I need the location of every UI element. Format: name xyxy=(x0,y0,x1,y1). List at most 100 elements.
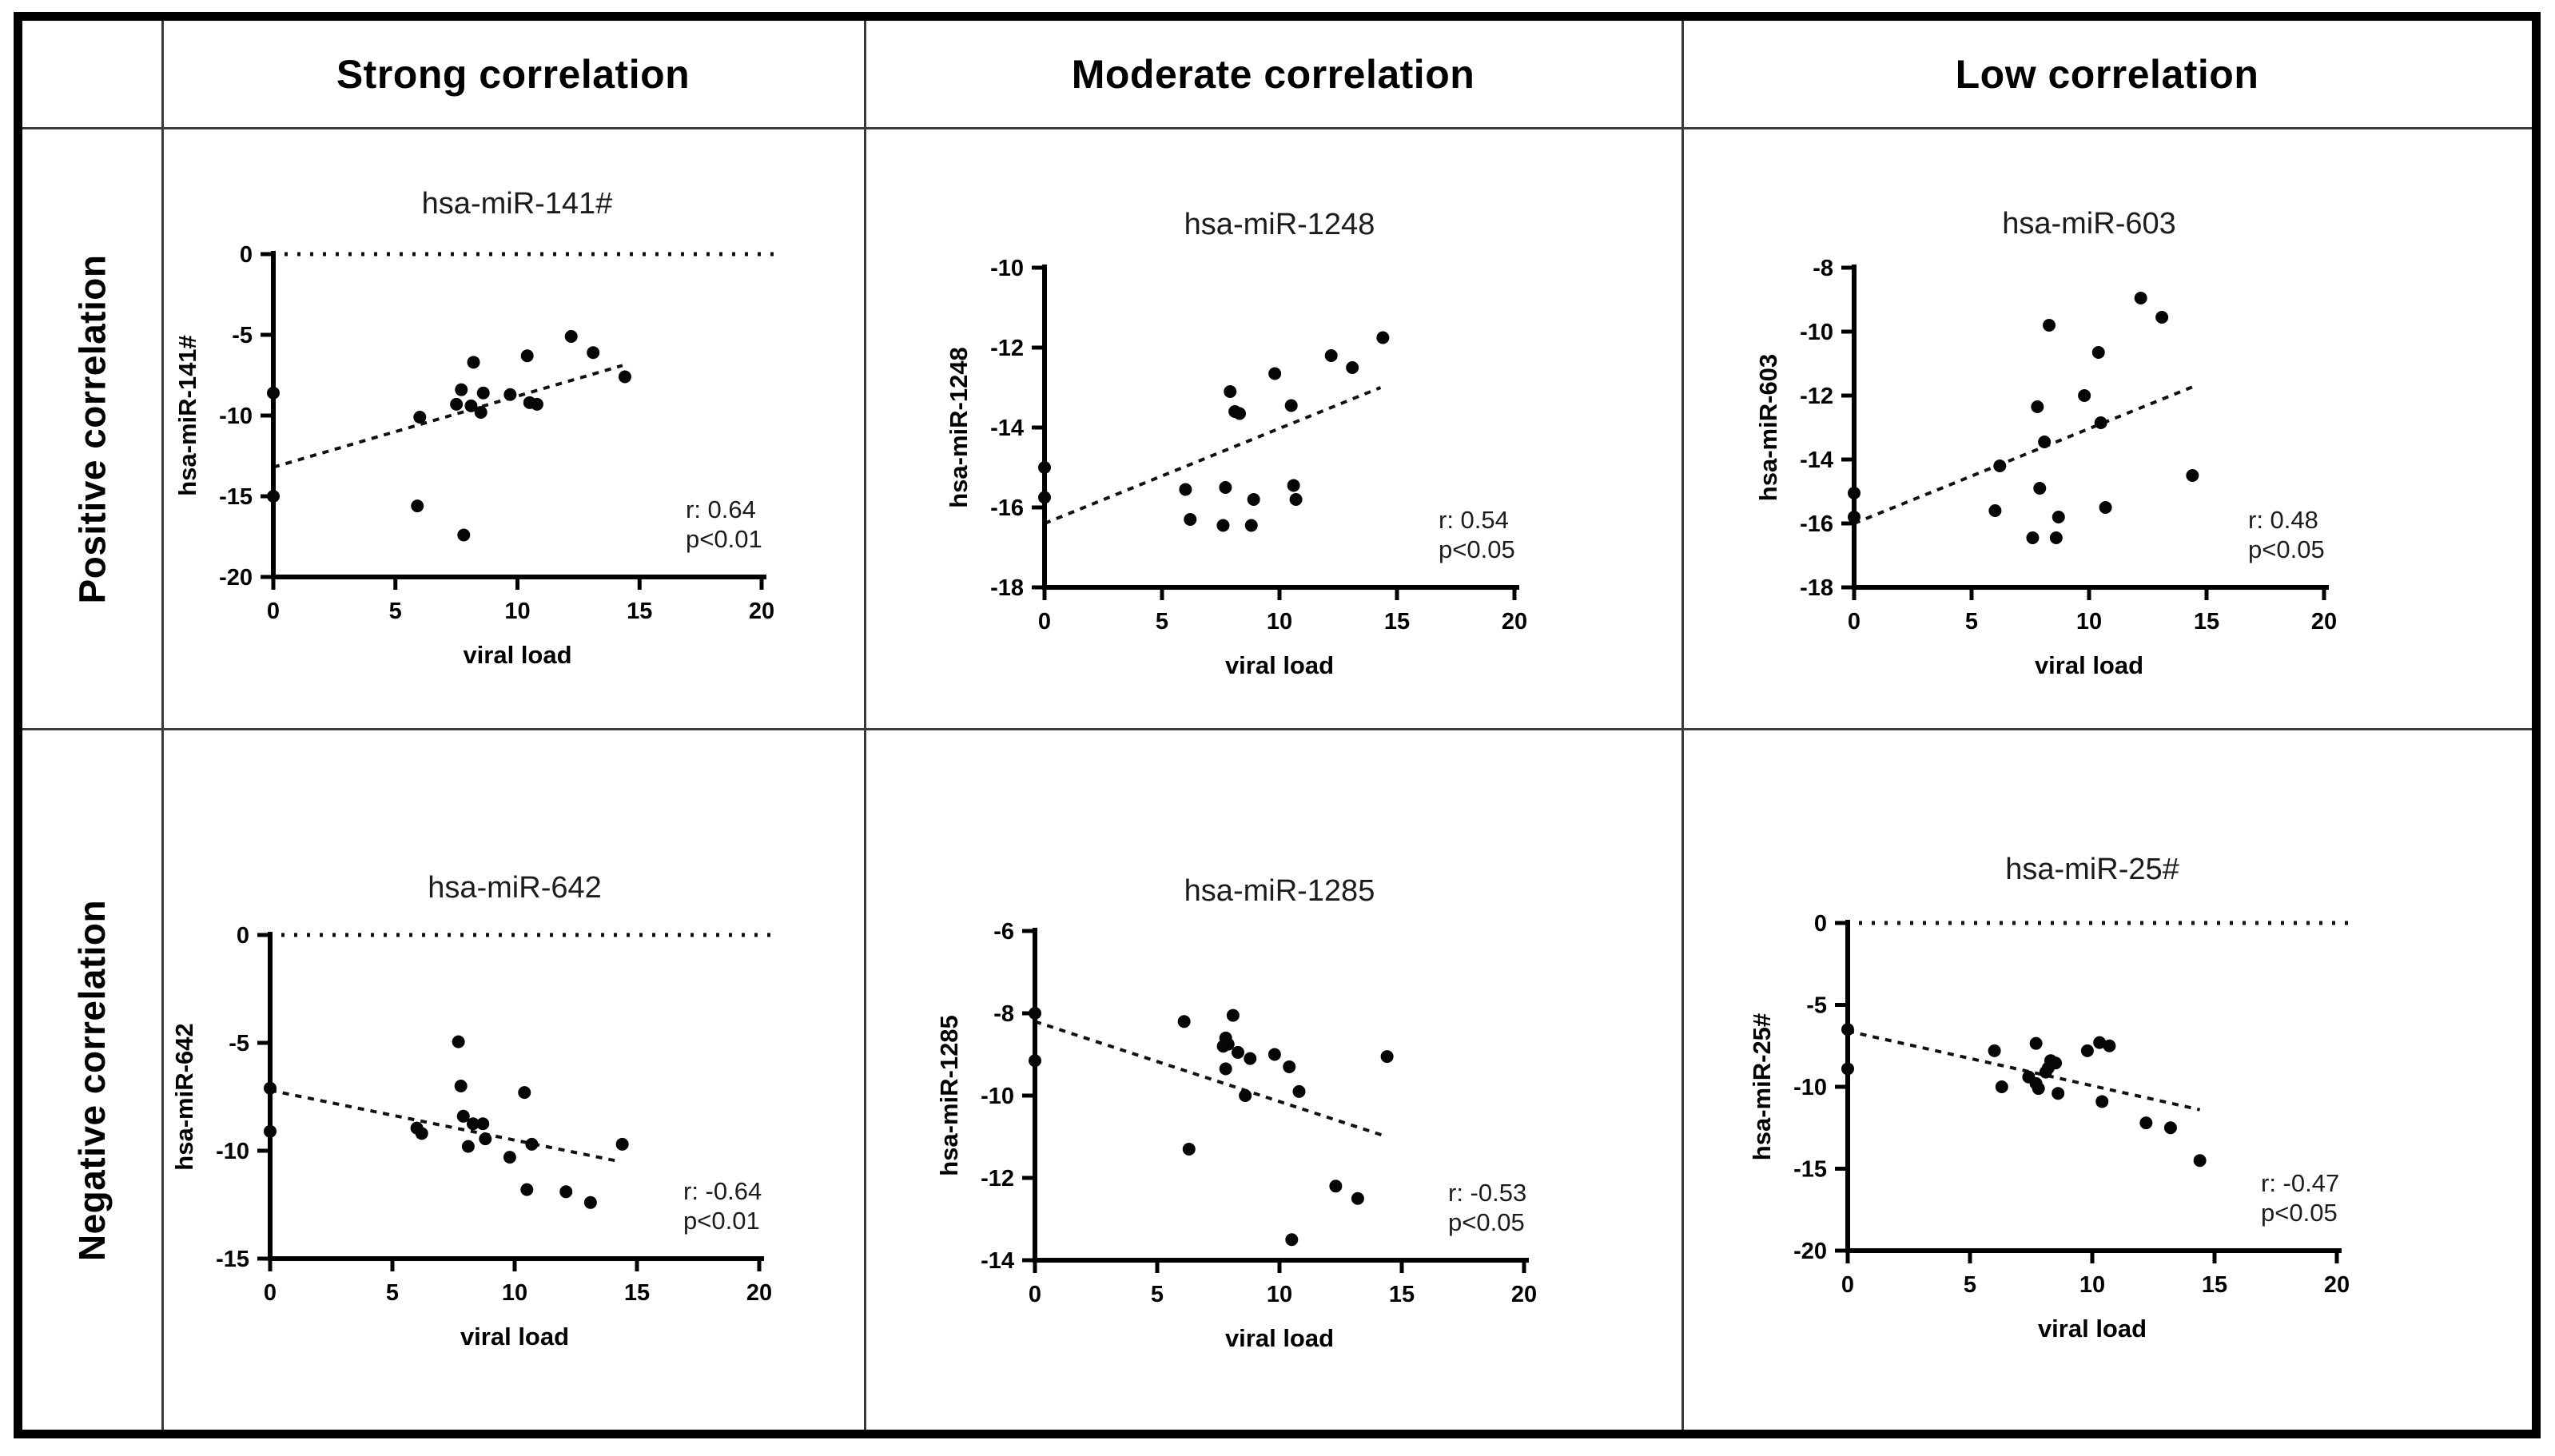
scatter-chart-6: hsa-miR-25# 0 -5 -10 -15 -20 0 5 10 15 20 viral loa… xyxy=(1748,853,2353,1343)
data-point xyxy=(1988,1044,2001,1057)
y-tick-label: -10 xyxy=(216,1139,249,1164)
scatter-chart-5: hsa-miR-1285 -6 -8 -10 -12 -14 0 5 10 15 20 viral l… xyxy=(935,874,1537,1352)
y-tick-label: -10 xyxy=(981,1084,1014,1109)
data-point xyxy=(2052,511,2065,523)
scatter-chart-2: hsa-miR-1248 -10 -12 -14 -16 -18 0 5 10 15 20 viral… xyxy=(945,208,1527,679)
x-tick-label: 10 xyxy=(504,599,530,624)
data-point xyxy=(2049,1056,2063,1070)
x-axis-label: viral load xyxy=(460,1323,569,1351)
x-tick-label: 0 xyxy=(1841,1272,1854,1298)
x-tick-label: 20 xyxy=(749,599,774,624)
data-point xyxy=(530,397,543,411)
y-tick-label: -14 xyxy=(1800,448,1833,473)
data-point xyxy=(1219,481,1232,494)
data-point xyxy=(2080,1044,2094,1057)
y-tick-label: -5 xyxy=(232,323,253,348)
data-point xyxy=(2134,292,2147,304)
data-point xyxy=(2052,1087,2065,1100)
x-tick-label: 20 xyxy=(1502,609,1527,635)
data-point xyxy=(1184,513,1197,526)
correlation-r-value: r: -0.53 xyxy=(1448,1179,1526,1207)
data-point xyxy=(559,1185,573,1199)
divider-vertical-col2-col3 xyxy=(1681,21,1684,1430)
x-axis-label: viral load xyxy=(2035,651,2143,679)
correlation-p-value: p<0.01 xyxy=(686,525,762,553)
data-point xyxy=(1376,331,1390,344)
figure-border xyxy=(14,12,2541,1438)
data-point xyxy=(479,1132,492,1146)
data-point xyxy=(518,1086,531,1100)
divider-horizontal-rows xyxy=(22,728,2532,730)
x-tick-label: 15 xyxy=(1384,609,1410,635)
trend-line xyxy=(1034,1020,1388,1139)
data-point xyxy=(2193,1154,2207,1168)
y-tick-label: -16 xyxy=(1800,511,1833,537)
x-tick-label: 15 xyxy=(2202,1272,2227,1298)
trend-line xyxy=(1853,384,2196,525)
data-point xyxy=(1289,493,1303,506)
data-point xyxy=(264,1081,277,1095)
data-point xyxy=(1216,519,1230,532)
data-point xyxy=(461,1140,475,1153)
data-point xyxy=(503,388,517,401)
data-point xyxy=(1995,1080,2008,1093)
data-point xyxy=(525,1137,539,1151)
data-point xyxy=(1848,487,1861,499)
correlation-r-value: r: -0.47 xyxy=(2261,1169,2339,1197)
x-tick-label: 15 xyxy=(1389,1282,1415,1307)
chart-title: hsa-miR-25# xyxy=(2005,853,2179,886)
data-point xyxy=(2029,1036,2043,1050)
chart-title: hsa-miR-141# xyxy=(422,187,613,221)
data-point xyxy=(413,411,427,424)
data-point xyxy=(264,1124,277,1138)
data-point xyxy=(1380,1050,1394,1064)
y-tick-label: -18 xyxy=(1800,575,1833,601)
correlation-p-value: p<0.05 xyxy=(2248,535,2325,563)
data-point xyxy=(1284,399,1298,412)
data-point xyxy=(1038,461,1051,474)
y-tick-label: -8 xyxy=(1813,256,1833,281)
y-tick-label: -10 xyxy=(990,256,1024,281)
data-point xyxy=(1329,1180,1343,1193)
data-point xyxy=(1285,1233,1299,1247)
y-tick-label: -18 xyxy=(990,575,1024,601)
data-point xyxy=(503,1151,516,1164)
data-point xyxy=(1182,1142,1196,1156)
data-point xyxy=(1848,511,1861,523)
data-point xyxy=(1244,519,1258,532)
divider-vertical-rowlabels xyxy=(161,21,164,1430)
data-point xyxy=(1287,479,1300,492)
x-tick-label: 10 xyxy=(2079,1272,2105,1298)
x-tick-label: 10 xyxy=(1267,609,1292,635)
data-point xyxy=(2093,1036,2107,1049)
x-tick-label: 5 xyxy=(1965,609,1978,635)
data-point xyxy=(1346,361,1359,374)
data-point xyxy=(1268,1048,1281,1061)
data-point xyxy=(1233,407,1247,420)
correlation-r-value: r: 0.64 xyxy=(686,495,756,523)
data-point xyxy=(2031,400,2044,413)
data-point xyxy=(2099,501,2112,514)
x-tick-label: 10 xyxy=(2076,609,2102,635)
y-tick-label: -5 xyxy=(1806,993,1827,1019)
y-axis-label: hsa-miR-603 xyxy=(1754,354,1782,501)
scatter-chart-3: hsa-miR-603 -8 -10 -12 -14 -16 -18 0 5 10 15 20 vira… xyxy=(1754,207,2337,679)
y-tick-label: -12 xyxy=(990,336,1024,361)
data-point xyxy=(476,386,490,400)
y-axis-label: hsa-miR-1248 xyxy=(945,347,973,508)
y-axis-label: hsa-miR-642 xyxy=(170,1023,198,1170)
x-tick-label: 20 xyxy=(1511,1282,1537,1307)
data-point xyxy=(1268,367,1282,380)
data-point xyxy=(464,399,478,412)
data-point xyxy=(1029,1054,1041,1068)
x-tick-label: 5 xyxy=(1964,1272,1976,1298)
y-axis-label: hsa-miR-141# xyxy=(173,335,201,496)
data-point xyxy=(476,1117,490,1131)
data-point xyxy=(1179,483,1192,496)
data-point xyxy=(450,397,464,411)
column-header-low-correlation: Low correlation xyxy=(1955,51,2259,97)
data-point xyxy=(1239,1089,1252,1102)
data-point xyxy=(455,383,468,396)
data-point xyxy=(454,1080,468,1092)
